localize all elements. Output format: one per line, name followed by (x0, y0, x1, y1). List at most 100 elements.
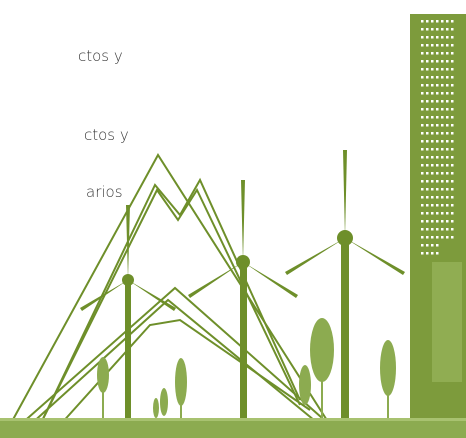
window-dot (421, 52, 424, 55)
window-dot (426, 76, 429, 79)
window-dot (451, 212, 454, 215)
window-dot (421, 164, 424, 167)
window-dot (446, 100, 449, 103)
building-panel (432, 262, 462, 382)
window-dot (441, 156, 444, 159)
window-dot (436, 252, 439, 255)
window-dot (441, 36, 444, 39)
window-dot (441, 148, 444, 151)
window-dot (426, 172, 429, 175)
window-dot (446, 44, 449, 47)
window-dot (441, 220, 444, 223)
window-dot (436, 156, 439, 159)
window-dot (421, 108, 424, 111)
window-dot (426, 188, 429, 191)
window-dot (441, 124, 444, 127)
window-dot (446, 188, 449, 191)
window-dot (451, 204, 454, 207)
window-dot (441, 108, 444, 111)
window-dot (441, 76, 444, 79)
window-dot (436, 60, 439, 63)
window-dot (441, 92, 444, 95)
window-dot (446, 28, 449, 31)
window-dot (421, 100, 424, 103)
window-dot (426, 236, 429, 239)
window-dot (431, 180, 434, 183)
window-dot (441, 44, 444, 47)
window-dot (441, 228, 444, 231)
window-dot (421, 132, 424, 135)
window-dot (426, 116, 429, 119)
window-dot (446, 236, 449, 239)
window-dot (421, 92, 424, 95)
window-dot (446, 36, 449, 39)
window-dot (441, 196, 444, 199)
window-dot (431, 156, 434, 159)
window-dot (451, 164, 454, 167)
window-dot (426, 60, 429, 63)
window-dot (446, 156, 449, 159)
window-dot (421, 60, 424, 63)
window-dot (421, 172, 424, 175)
window-dot (441, 172, 444, 175)
window-dot (421, 116, 424, 119)
window-dot (441, 180, 444, 183)
window-dot (451, 180, 454, 183)
window-dot (426, 212, 429, 215)
window-dot (431, 220, 434, 223)
window-dot (426, 252, 429, 255)
window-dot (436, 76, 439, 79)
window-dot (451, 92, 454, 95)
window-dot (446, 148, 449, 151)
window-dot (426, 68, 429, 71)
window-dot (446, 164, 449, 167)
window-dot (451, 236, 454, 239)
window-dot (446, 124, 449, 127)
window-dot (431, 252, 434, 255)
window-dot (441, 20, 444, 23)
window-dot (441, 132, 444, 135)
window-dot (426, 132, 429, 135)
window-dot (441, 236, 444, 239)
window-dot (426, 100, 429, 103)
window-dot (421, 36, 424, 39)
window-dot (451, 228, 454, 231)
text-line: ctos y (84, 126, 129, 144)
window-dot (441, 100, 444, 103)
window-dot (451, 148, 454, 151)
window-dot (431, 124, 434, 127)
window-dot (451, 172, 454, 175)
window-dot (446, 92, 449, 95)
window-dot (441, 188, 444, 191)
window-dot (431, 52, 434, 55)
window-dot (431, 28, 434, 31)
window-dot (436, 236, 439, 239)
window-dot (451, 140, 454, 143)
window-dot (426, 244, 429, 247)
window-dot (436, 188, 439, 191)
building-windows (421, 20, 454, 255)
window-dot (431, 188, 434, 191)
window-dot (421, 124, 424, 127)
window-dot (446, 60, 449, 63)
window-dot (426, 92, 429, 95)
window-dot (421, 188, 424, 191)
window-dot (431, 36, 434, 39)
window-dot (431, 236, 434, 239)
window-dot (451, 124, 454, 127)
window-dot (451, 116, 454, 119)
window-dot (426, 108, 429, 111)
window-dot (426, 164, 429, 167)
window-dot (451, 156, 454, 159)
window-dot (431, 196, 434, 199)
text-line: arios (86, 183, 123, 201)
window-dot (441, 212, 444, 215)
window-dot (446, 140, 449, 143)
window-dot (436, 164, 439, 167)
window-dot (431, 44, 434, 47)
window-dot (451, 188, 454, 191)
window-dot (426, 220, 429, 223)
window-dot (436, 180, 439, 183)
wind-turbines (80, 150, 405, 425)
window-dot (426, 148, 429, 151)
